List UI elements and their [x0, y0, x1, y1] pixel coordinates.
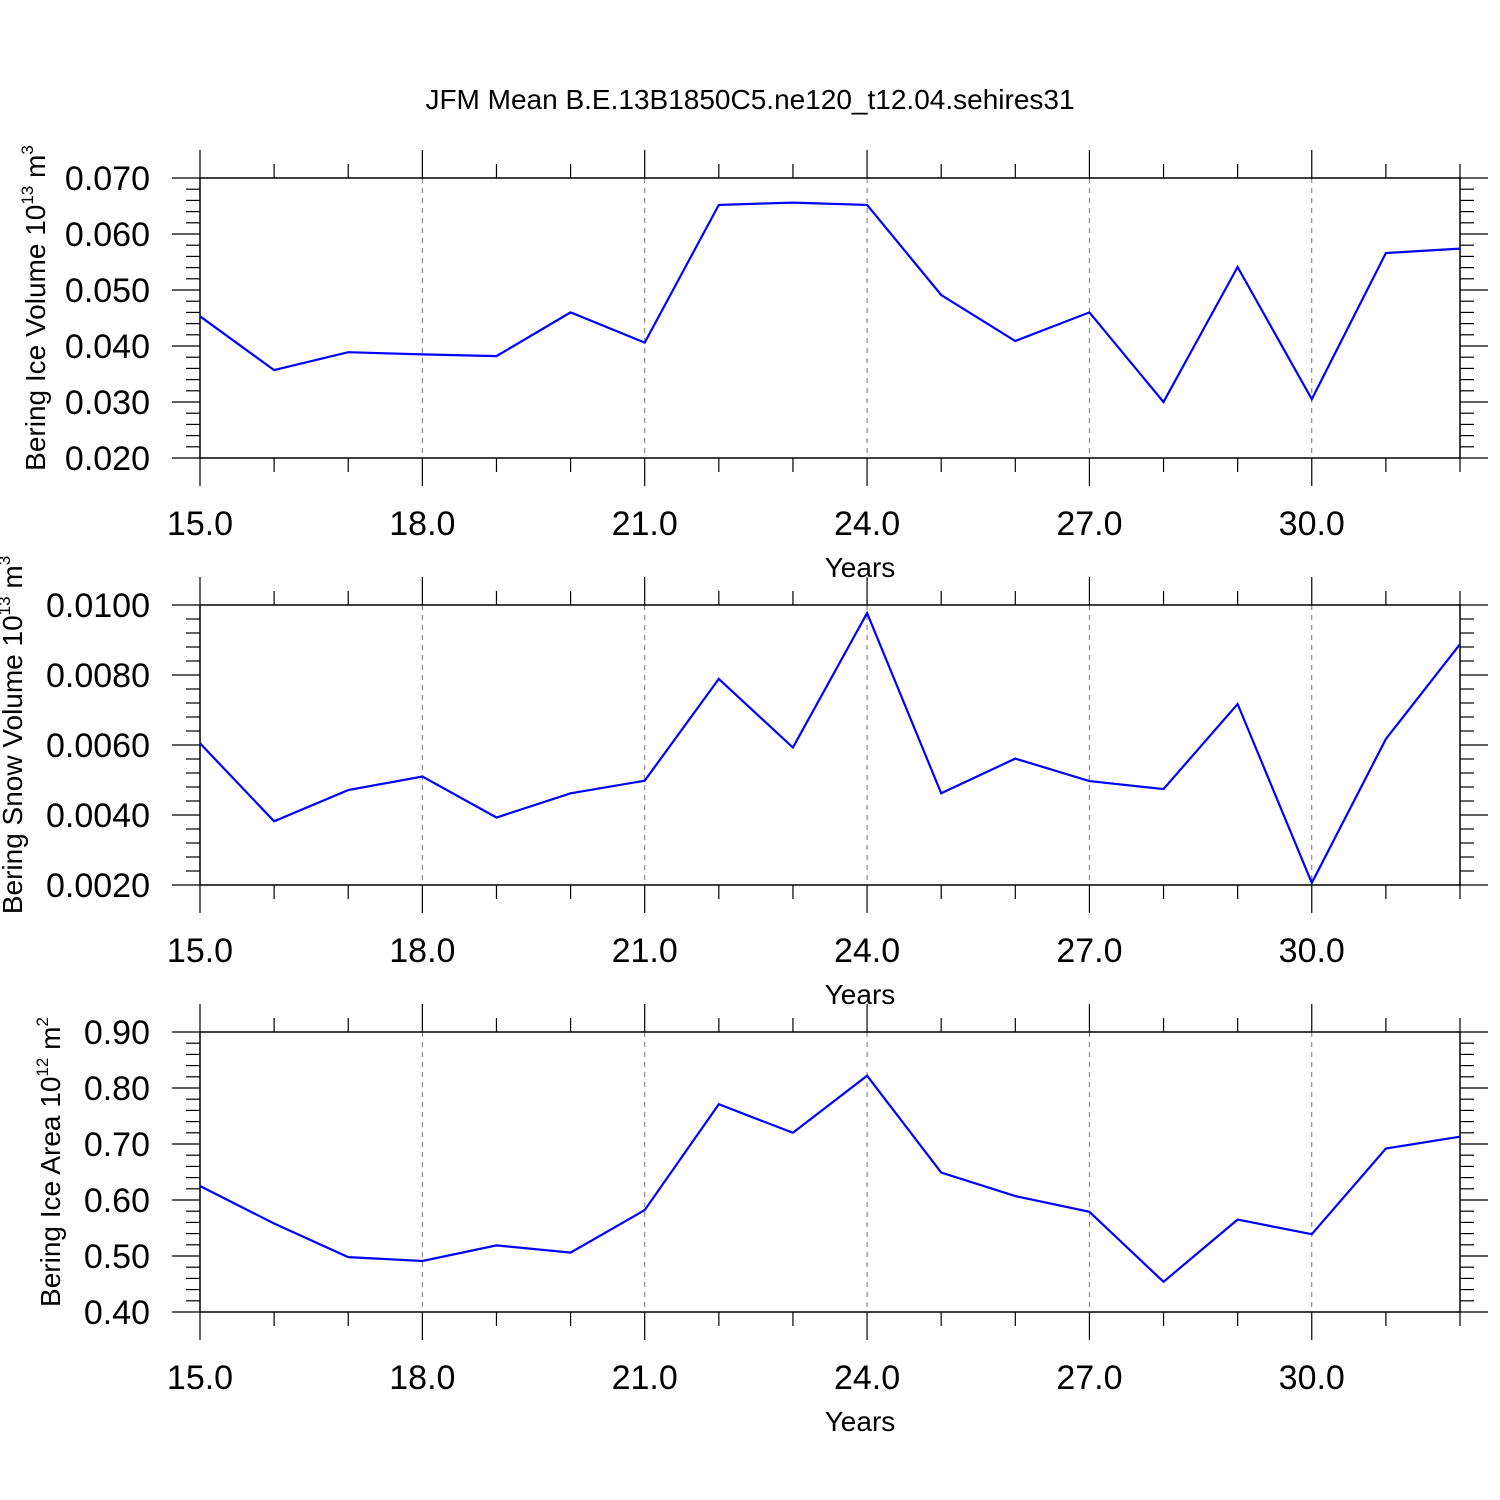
- series-line: [199, 201, 1461, 404]
- y-tick-label: 0.0040: [46, 797, 150, 835]
- y-axis-title-unit: m: [0, 565, 28, 596]
- y-tick-label: 0.60: [84, 1182, 150, 1220]
- x-tick-label: 27.0: [1056, 505, 1122, 543]
- series-line: [199, 1074, 1461, 1284]
- y-tick-label: 0.040: [65, 328, 150, 366]
- y-axis-title-unit-exponent: 3: [18, 145, 37, 154]
- y-tick-label: 0.40: [84, 1294, 150, 1332]
- y-tick-label: 0.70: [84, 1126, 150, 1164]
- series-line: [199, 610, 1461, 886]
- x-tick-label: 30.0: [1279, 932, 1345, 970]
- x-tick-label: 21.0: [612, 505, 678, 543]
- x-tick-label: 18.0: [389, 932, 455, 970]
- x-tick-label: 27.0: [1056, 932, 1122, 970]
- y-tick-label: 0.060: [65, 216, 150, 254]
- x-axis-title: Years: [825, 1406, 896, 1437]
- x-tick-label: 21.0: [612, 1359, 678, 1397]
- y-axis-title-text: Bering Ice Volume 10: [20, 205, 51, 471]
- y-axis-title-exponent: 13: [0, 596, 14, 615]
- x-tick-label: 30.0: [1279, 1359, 1345, 1397]
- y-tick-label: 0.0080: [46, 657, 150, 695]
- chart-title: JFM Mean B.E.13B1850C5.ne120_t12.04.sehi…: [425, 84, 1075, 115]
- x-tick-label: 24.0: [834, 932, 900, 970]
- y-axis-title-text: Bering Ice Area 10: [35, 1077, 66, 1307]
- y-axis-title-text: Bering Snow Volume 10: [0, 615, 28, 914]
- x-tick-label: 15.0: [167, 505, 233, 543]
- plot-frame: [199, 177, 1461, 459]
- y-tick-label: 0.0020: [46, 867, 150, 905]
- x-axis-title: Years: [825, 979, 896, 1010]
- y-axis-title: Bering Ice Area 1012 m2: [33, 1017, 66, 1307]
- x-tick-label: 24.0: [834, 1359, 900, 1397]
- x-tick-label: 24.0: [834, 505, 900, 543]
- y-axis-title-unit-exponent: 2: [33, 1017, 52, 1026]
- x-tick-label: 15.0: [167, 932, 233, 970]
- y-tick-label: 0.030: [65, 384, 150, 422]
- y-tick-label: 0.0100: [46, 587, 150, 625]
- y-axis-title-unit-exponent: 3: [0, 556, 14, 565]
- x-tick-label: 18.0: [389, 505, 455, 543]
- y-tick-label: 0.90: [84, 1014, 150, 1052]
- x-tick-label: 21.0: [612, 932, 678, 970]
- chart-panel-3: 15.0 18.0 21.0 24.0 27.0 30.0 0.40 0.50 0.60 0.70…: [33, 1004, 1488, 1437]
- x-tick-label: 18.0: [389, 1359, 455, 1397]
- y-tick-label: 0.020: [65, 440, 150, 478]
- x-tick-label: 15.0: [167, 1359, 233, 1397]
- y-axis-title-exponent: 12: [33, 1058, 52, 1077]
- chart-panel-1: 15.0 18.0 21.0 24.0 27.0 30.0 0.020 0.030 0.040 0…: [18, 145, 1488, 583]
- chart-panel-2: 15.0 18.0 21.0 24.0 27.0 30.0 0.0020 0.0040 0.00…: [0, 556, 1488, 1010]
- y-axis-title: Bering Ice Volume 1013 m3: [18, 145, 51, 471]
- y-axis-title-unit: m: [20, 155, 51, 186]
- y-tick-label: 0.0060: [46, 727, 150, 765]
- y-axis-title-exponent: 13: [18, 186, 37, 205]
- plot-frame: [199, 1031, 1461, 1313]
- x-tick-label: 27.0: [1056, 1359, 1122, 1397]
- y-tick-label: 0.070: [65, 160, 150, 198]
- x-axis-title: Years: [825, 552, 896, 583]
- x-tick-label: 30.0: [1279, 505, 1345, 543]
- y-tick-label: 0.80: [84, 1070, 150, 1108]
- y-tick-label: 0.50: [84, 1238, 150, 1276]
- y-axis-title: Bering Snow Volume 1013 m3: [0, 556, 28, 914]
- y-axis-title-unit: m: [35, 1027, 66, 1058]
- plot-frame: [199, 604, 1461, 886]
- y-tick-label: 0.050: [65, 272, 150, 310]
